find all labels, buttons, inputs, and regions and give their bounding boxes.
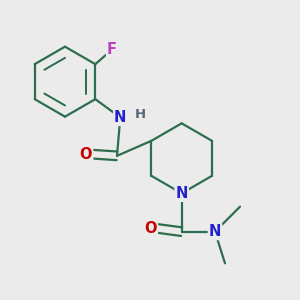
Text: H: H — [135, 108, 146, 121]
Text: N: N — [114, 110, 127, 125]
Text: O: O — [80, 147, 92, 162]
Text: O: O — [144, 221, 157, 236]
Text: N: N — [209, 224, 221, 239]
Text: N: N — [176, 186, 188, 201]
Text: F: F — [107, 42, 117, 57]
